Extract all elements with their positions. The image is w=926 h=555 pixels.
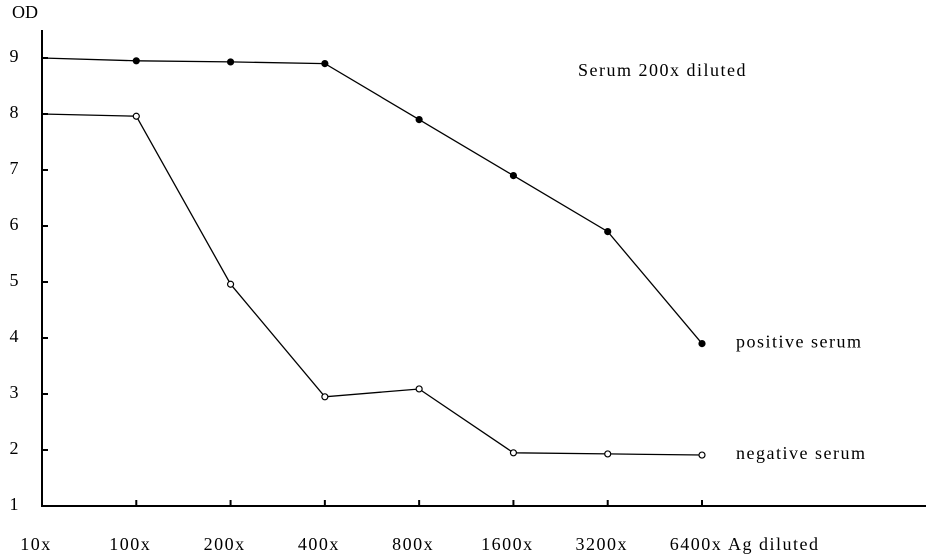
y-tick-label: 8 <box>10 102 19 122</box>
x-tick-label: 1600x <box>481 534 534 554</box>
point <box>226 280 235 288</box>
chart-title: Serum 200x diluted <box>578 60 747 80</box>
y-tick-label: 7 <box>10 158 19 178</box>
y-axis-label: OD <box>12 2 38 22</box>
point <box>698 340 706 348</box>
x-tick-label: 400x <box>298 534 340 554</box>
series-label: negative serum <box>736 443 866 463</box>
x-tick-label: 10x <box>20 534 52 554</box>
point <box>604 228 612 236</box>
x-tick-label: 6400x <box>670 534 723 554</box>
y-tick-label: 5 <box>10 270 19 290</box>
x-axis-label: Ag diluted <box>728 534 820 554</box>
series-line <box>41 57 703 345</box>
point <box>321 393 329 401</box>
y-tick-label: 4 <box>10 326 19 346</box>
x-tick-label: 3200x <box>575 534 628 554</box>
point <box>509 449 518 457</box>
point <box>509 172 518 180</box>
x-tick-label: 800x <box>392 534 434 554</box>
point <box>132 57 140 65</box>
point <box>415 115 423 124</box>
point <box>698 451 706 459</box>
y-tick-label: 6 <box>10 214 19 234</box>
series-label: positive serum <box>736 332 863 352</box>
point <box>415 385 423 393</box>
point <box>321 59 329 68</box>
y-tick-label: 1 <box>10 494 19 514</box>
y-tick-label: 3 <box>10 382 19 402</box>
series-line <box>41 113 703 456</box>
x-tick-label: 100x <box>109 534 151 554</box>
x-tick-label: 200x <box>204 534 246 554</box>
y-tick-label: 9 <box>10 46 19 66</box>
point <box>226 58 235 66</box>
y-tick-label: 2 <box>10 438 19 458</box>
point <box>132 112 140 120</box>
point <box>604 450 612 458</box>
